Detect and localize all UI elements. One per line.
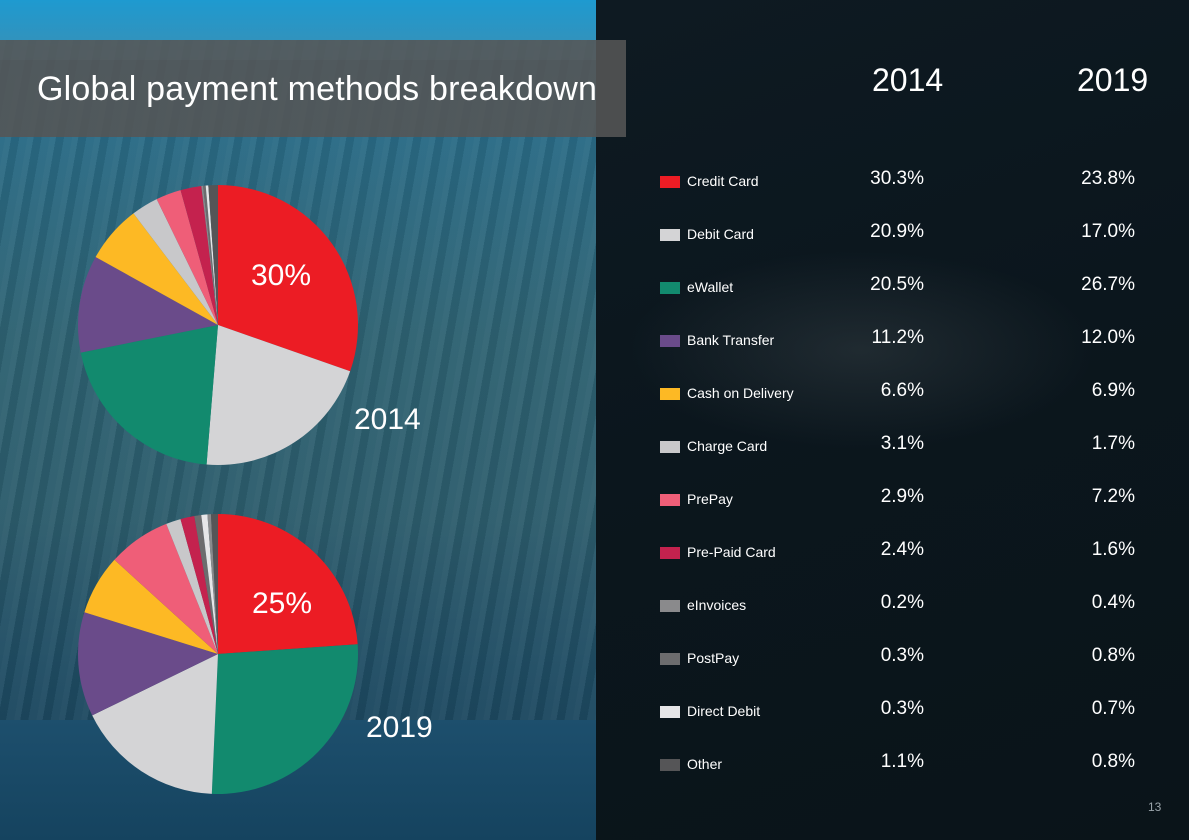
row-label: PostPay bbox=[687, 650, 740, 666]
pie-slice-bank-transfer bbox=[77, 257, 219, 353]
legend-swatch bbox=[660, 653, 680, 665]
title-banner bbox=[0, 40, 626, 137]
value-2019: 26.7% bbox=[1081, 274, 1135, 295]
value-2014: 20.9% bbox=[870, 221, 924, 242]
pie-slice-prepay bbox=[114, 523, 218, 654]
pie-slice-other bbox=[208, 185, 218, 325]
row-label: Credit Card bbox=[687, 173, 759, 189]
value-2014: 30.3% bbox=[870, 168, 924, 189]
row-label: Bank Transfer bbox=[687, 332, 775, 348]
value-2014: 2.4% bbox=[880, 539, 924, 560]
value-2014: 0.3% bbox=[880, 698, 924, 719]
table-row: Cash on Delivery 6.6% 6.9% bbox=[660, 380, 1180, 405]
table-row: Debit Card 20.9% 17.0% bbox=[660, 221, 1180, 246]
pie-slice-einvoices bbox=[207, 514, 218, 654]
pie-slice-pre-paid-card bbox=[180, 186, 218, 325]
pie-slice-credit-card bbox=[218, 185, 358, 372]
legend-swatch bbox=[660, 600, 680, 612]
column-header-2014: 2014 bbox=[872, 62, 944, 98]
value-2019: 0.8% bbox=[1091, 751, 1135, 772]
table-row: eWallet 20.5% 26.7% bbox=[660, 274, 1180, 299]
value-2019: 17.0% bbox=[1081, 221, 1135, 242]
table-row: Charge Card 3.1% 1.7% bbox=[660, 433, 1180, 458]
value-2019: 6.9% bbox=[1091, 380, 1135, 401]
value-2014: 0.2% bbox=[880, 592, 924, 613]
pie-slice-direct-debit bbox=[201, 514, 218, 654]
legend-panel bbox=[596, 0, 1189, 840]
legend-swatch bbox=[660, 547, 680, 559]
pie-2019-credit-card-label: 25% bbox=[252, 587, 313, 620]
pie-slice-cash-on-delivery bbox=[84, 559, 219, 654]
row-label: Pre-Paid Card bbox=[687, 544, 776, 560]
pie-slice-debit-card bbox=[206, 325, 351, 465]
legend-swatch bbox=[660, 441, 680, 453]
value-2019: 0.4% bbox=[1091, 592, 1135, 613]
paraglider-silhouette bbox=[626, 250, 1096, 450]
value-2019: 12.0% bbox=[1081, 327, 1135, 348]
legend-swatch bbox=[660, 388, 680, 400]
pie-slice-debit-card bbox=[92, 654, 218, 794]
value-2019: 1.6% bbox=[1091, 539, 1135, 560]
legend-swatch bbox=[660, 759, 680, 771]
value-2019: 7.2% bbox=[1091, 486, 1135, 507]
legend-swatch bbox=[660, 335, 680, 347]
row-label: Cash on Delivery bbox=[687, 385, 794, 401]
pie-chart-2014 bbox=[77, 185, 358, 465]
pie-slice-ewallet bbox=[211, 644, 358, 794]
value-2014: 0.3% bbox=[880, 645, 924, 666]
table-row: Pre-Paid Card 2.4% 1.6% bbox=[660, 539, 1180, 564]
value-2014: 1.1% bbox=[880, 751, 924, 772]
value-2014: 3.1% bbox=[880, 433, 924, 454]
pie-slice-other bbox=[210, 514, 218, 654]
legend-swatch bbox=[660, 706, 680, 718]
value-2014: 11.2% bbox=[871, 327, 924, 348]
pie-2014-credit-card-label: 30% bbox=[251, 259, 312, 292]
pie-slice-direct-debit bbox=[205, 185, 218, 325]
table-row: PostPay 0.3% 0.8% bbox=[660, 645, 1180, 670]
pie-slice-ewallet bbox=[80, 325, 219, 465]
legend-swatch bbox=[660, 282, 680, 294]
table-row: Other 1.1% 0.8% bbox=[660, 751, 1180, 776]
value-2019: 0.7% bbox=[1091, 698, 1135, 719]
pie-slice-charge-card bbox=[166, 519, 218, 654]
pie-slice-postpay bbox=[194, 515, 218, 654]
page-number: 13 bbox=[1148, 800, 1162, 814]
row-label: Direct Debit bbox=[687, 703, 761, 719]
table-row: Credit Card 30.3% 23.8% bbox=[660, 168, 1180, 193]
page-title: Global payment methods breakdown bbox=[37, 70, 598, 108]
legend-swatch bbox=[660, 229, 680, 241]
pie-slice-prepay bbox=[156, 190, 218, 325]
pie-slice-bank-transfer bbox=[77, 612, 218, 716]
legend-swatch bbox=[660, 176, 680, 188]
value-2014: 20.5% bbox=[870, 274, 924, 295]
row-label: eWallet bbox=[687, 279, 734, 295]
pie-slice-pre-paid-card bbox=[180, 516, 218, 654]
pie-slice-charge-card bbox=[133, 199, 218, 325]
table-row: Bank Transfer 11.2% 12.0% bbox=[660, 327, 1180, 352]
pie-chart-2019 bbox=[77, 514, 358, 794]
row-label: PrePay bbox=[687, 491, 733, 507]
pie-slice-postpay bbox=[203, 185, 218, 325]
table-row: Direct Debit 0.3% 0.7% bbox=[660, 698, 1180, 723]
pie-slice-cash-on-delivery bbox=[95, 213, 218, 325]
pie-2019-caption: 2019 bbox=[366, 711, 433, 744]
value-2019: 23.8% bbox=[1081, 168, 1135, 189]
pie-slice-einvoices bbox=[201, 185, 218, 325]
value-2019: 0.8% bbox=[1091, 645, 1135, 666]
table-row: PrePay 2.9% 7.2% bbox=[660, 486, 1180, 511]
table-row: eInvoices 0.2% 0.4% bbox=[660, 592, 1180, 617]
pie-slice-credit-card bbox=[218, 514, 358, 654]
value-2014: 6.6% bbox=[880, 380, 924, 401]
value-2014: 2.9% bbox=[880, 486, 924, 507]
row-label: Debit Card bbox=[687, 226, 754, 242]
legend-swatch bbox=[660, 494, 680, 506]
value-2019: 1.7% bbox=[1091, 433, 1135, 454]
column-header-2019: 2019 bbox=[1077, 62, 1149, 98]
row-label: Charge Card bbox=[687, 438, 768, 454]
row-label: eInvoices bbox=[687, 597, 747, 613]
row-label: Other bbox=[687, 756, 723, 772]
pie-2014-caption: 2014 bbox=[354, 403, 421, 436]
